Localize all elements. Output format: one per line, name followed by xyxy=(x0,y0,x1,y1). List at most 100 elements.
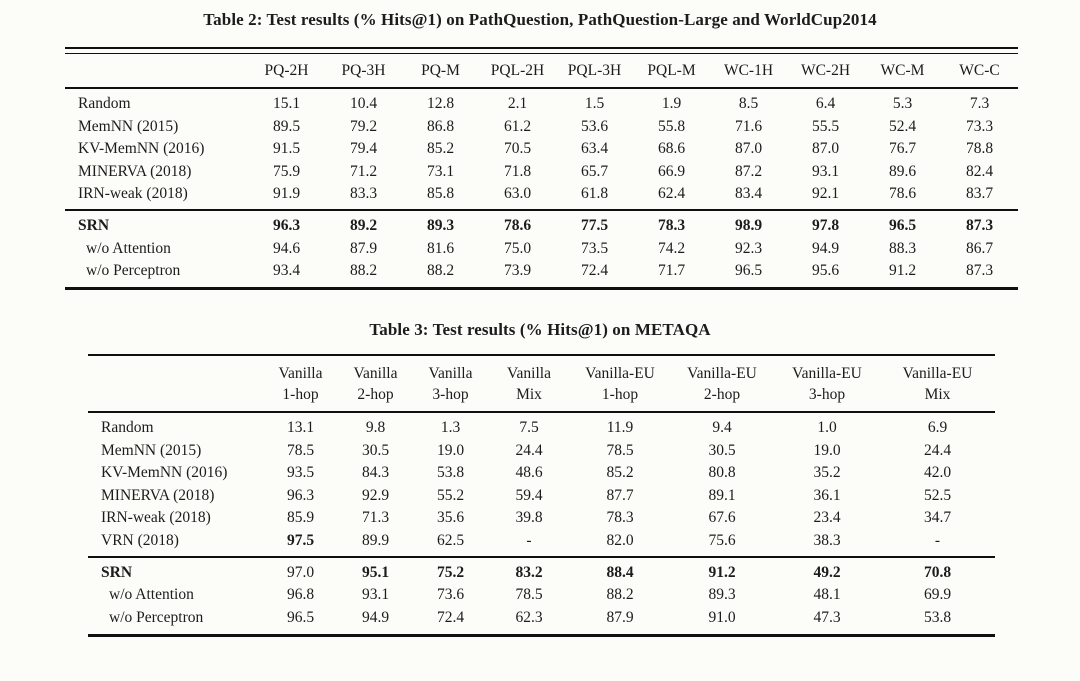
value-cell: 74.2 xyxy=(657,239,686,257)
table-row: Random 15.1 10.4 12.8 2.1 1.5 1.9 8.5 6.… xyxy=(65,88,1018,116)
value-cell: 73.9 xyxy=(479,260,556,290)
value-cell: 85.9 xyxy=(286,509,315,526)
value-cell: 9.4 xyxy=(712,419,732,436)
value-cell: 36.1 xyxy=(813,486,841,504)
value-cell: 78.5 xyxy=(515,586,543,603)
table-row: w/o Attention 94.6 87.9 81.6 75.0 73.5 7… xyxy=(65,238,1018,261)
column-header: PQ-3H xyxy=(325,54,402,89)
value-cell: 15.1 xyxy=(272,95,301,112)
table-row: w/o Attention 96.8 93.1 73.6 78.5 88.2 8… xyxy=(88,584,995,607)
column-header: PQL-M xyxy=(633,54,710,89)
column-header: Vanilla 1-hop xyxy=(263,356,338,413)
value-cell: 8.5 xyxy=(738,95,759,112)
value-cell: 91.2 xyxy=(708,563,736,581)
column-header: WC-C xyxy=(941,54,1018,89)
row-label: MINERVA (2018) xyxy=(101,486,215,504)
value-cell: 75.9 xyxy=(272,162,301,180)
table-row: Random 13.1 9.8 1.3 7.5 11.9 9.4 1.0 6.9 xyxy=(88,412,995,440)
value-cell: 88.4 xyxy=(606,563,634,581)
value-cell: 78.6 xyxy=(503,217,532,234)
value-cell: 78.6 xyxy=(864,183,941,211)
value-cell: 13.1 xyxy=(286,419,315,436)
value-cell: 19.0 xyxy=(813,441,841,459)
value-cell: 78.5 xyxy=(286,441,315,459)
table2-top-rule xyxy=(65,47,1018,54)
value-cell: 97.0 xyxy=(286,563,315,581)
row-label: MemNN (2015) xyxy=(78,117,179,135)
column-header: PQ-M xyxy=(402,54,479,89)
row-label: w/o Attention xyxy=(109,586,194,603)
table-row: SRN 96.3 89.2 89.3 78.6 77.5 78.3 98.9 9… xyxy=(65,210,1018,238)
value-cell: 83.7 xyxy=(941,183,1018,211)
value-cell: 82.0 xyxy=(570,529,670,558)
value-cell: 9.8 xyxy=(365,419,386,436)
column-header-line1: Vanilla xyxy=(353,365,398,382)
value-cell: 62.5 xyxy=(413,529,488,558)
value-cell: 95.6 xyxy=(787,260,864,290)
value-cell: 89.9 xyxy=(338,529,413,558)
table-row: MemNN (2015) 89.5 79.2 86.8 61.2 53.6 55… xyxy=(65,116,1018,139)
value-cell: 49.2 xyxy=(813,563,841,581)
value-cell: 59.4 xyxy=(515,486,543,504)
column-header: PQL-3H xyxy=(556,54,633,89)
value-cell: 75.2 xyxy=(436,563,465,581)
column-header: PQ-2H xyxy=(248,54,325,89)
value-cell: 24.4 xyxy=(515,441,543,459)
value-cell: 85.8 xyxy=(402,183,479,211)
value-cell: 71.7 xyxy=(633,260,710,290)
column-header: WC-2H xyxy=(787,54,864,89)
value-cell: 82.4 xyxy=(965,162,994,180)
column-header-line2: 3-hop xyxy=(808,386,846,403)
table2-caption: Table 2: Test results (% Hits@1) on Path… xyxy=(203,10,877,29)
column-header-line2: 1-hop xyxy=(601,386,639,403)
value-cell: 67.6 xyxy=(708,509,736,526)
value-cell: 91.5 xyxy=(272,140,301,157)
value-cell: 53.6 xyxy=(580,117,609,135)
value-cell: 89.1 xyxy=(708,486,736,504)
column-header-line2: Mix xyxy=(924,386,951,403)
value-cell: 73.3 xyxy=(965,117,994,135)
table-row: SRN 97.0 95.1 75.2 83.2 88.4 91.2 49.2 7… xyxy=(88,557,995,585)
value-cell: 87.3 xyxy=(965,217,994,234)
value-cell: 93.1 xyxy=(811,162,840,180)
value-cell: 71.6 xyxy=(734,117,763,135)
value-cell: 96.3 xyxy=(286,486,315,504)
column-header: Vanilla 2-hop xyxy=(338,356,413,413)
column-header-line1: Vanilla xyxy=(507,365,551,382)
value-cell: - xyxy=(880,529,995,558)
column-header: Vanilla-EU 3-hop xyxy=(774,356,880,413)
value-cell: 77.5 xyxy=(580,217,609,234)
table2-header-row: PQ-2H PQ-3H PQ-M PQL-2H PQL-3H PQL-M WC-… xyxy=(65,54,1018,89)
column-header-line1: Vanilla-EU xyxy=(585,365,655,382)
value-cell: - xyxy=(488,529,570,558)
value-cell: 86.8 xyxy=(426,117,455,135)
value-cell: 53.8 xyxy=(880,606,995,637)
value-cell: 92.3 xyxy=(734,239,763,257)
table-row: MINERVA (2018) 96.3 92.9 55.2 59.4 87.7 … xyxy=(88,485,995,508)
value-cell: 68.6 xyxy=(657,140,686,157)
value-cell: 70.8 xyxy=(923,563,952,581)
value-cell: 91.0 xyxy=(670,606,774,637)
column-header-line2: 2-hop xyxy=(703,386,741,403)
value-cell: 66.9 xyxy=(657,162,686,180)
value-cell: 87.0 xyxy=(811,140,840,157)
row-label: Random xyxy=(78,95,131,112)
value-cell: 10.4 xyxy=(349,95,378,112)
value-cell: 87.9 xyxy=(570,606,670,637)
value-cell: 78.3 xyxy=(606,509,634,526)
table3-header-empty xyxy=(88,356,263,413)
value-cell: 7.5 xyxy=(519,419,539,436)
table-row: IRN-weak (2018) 85.9 71.3 35.6 39.8 78.3… xyxy=(88,507,995,530)
value-cell: 92.1 xyxy=(787,183,864,211)
value-cell: 61.2 xyxy=(503,117,532,135)
value-cell: 30.5 xyxy=(361,441,390,459)
value-cell: 97.8 xyxy=(811,217,840,234)
table2-header-empty xyxy=(65,54,248,89)
column-header-line1: Vanilla-EU xyxy=(902,365,973,382)
table3-top-rule xyxy=(88,354,995,356)
table3: Vanilla 1-hop Vanilla 2-hop Vanilla 3-ho… xyxy=(88,356,995,637)
value-cell: 30.5 xyxy=(708,441,736,459)
row-label: w/o Perceptron xyxy=(88,606,263,637)
value-cell: 95.1 xyxy=(361,563,390,581)
value-cell: 23.4 xyxy=(813,509,841,526)
